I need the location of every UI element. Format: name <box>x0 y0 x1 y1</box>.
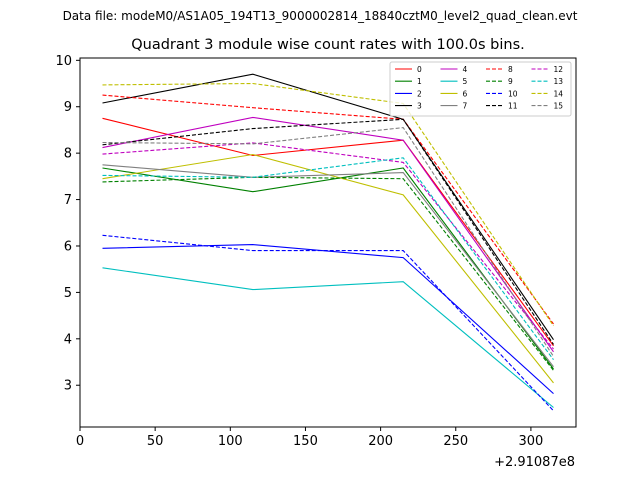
series-line-3 <box>102 73 554 341</box>
series-line-13 <box>102 157 554 361</box>
y-tick-label-10: 10 <box>55 54 72 69</box>
y-tick-label-4: 4 <box>64 332 72 347</box>
legend-label-7: 7 <box>463 102 468 111</box>
series-line-5 <box>102 267 554 408</box>
legend-label-4: 4 <box>463 65 468 74</box>
legend-label-6: 6 <box>463 89 468 98</box>
x-offset-label: +2.91087e8 <box>494 455 575 470</box>
legend-label-3: 3 <box>417 102 422 111</box>
legend-label-1: 1 <box>417 77 422 86</box>
series-line-8 <box>102 94 554 325</box>
y-tick-label-3: 3 <box>64 379 72 394</box>
legend-label-13: 13 <box>554 77 564 86</box>
legend-label-10: 10 <box>508 89 518 98</box>
plot-area: 0 50 100 150 200 250 3003456789100123456789101… <box>55 54 577 449</box>
series-line-9 <box>102 176 554 371</box>
legend-label-8: 8 <box>508 65 513 74</box>
y-tick-label-8: 8 <box>64 147 72 162</box>
legend-label-9: 9 <box>508 77 513 86</box>
series-line-10 <box>102 234 554 412</box>
series-line-4 <box>102 116 554 353</box>
x-tick-label-50: 50 <box>147 434 164 449</box>
legend-label-2: 2 <box>417 89 422 98</box>
axes-frame <box>79 57 577 428</box>
series-line-2 <box>102 244 554 395</box>
legend-label-15: 15 <box>554 102 564 111</box>
x-tick-label-100: 100 <box>218 434 243 449</box>
legend-label-14: 14 <box>554 89 564 98</box>
x-tick-label-250: 250 <box>443 434 468 449</box>
legend-label-5: 5 <box>463 77 468 86</box>
series-line-12 <box>102 142 554 350</box>
chart-suptitle: Data file: modeM0/AS1A05_194T13_90000028… <box>63 9 578 23</box>
legend-frame <box>389 61 572 117</box>
legend-label-12: 12 <box>554 65 564 74</box>
y-tick-label-7: 7 <box>64 193 72 208</box>
y-tick-label-6: 6 <box>64 239 72 254</box>
x-tick-label-200: 200 <box>368 434 393 449</box>
x-tick-label-300: 300 <box>518 434 543 449</box>
series-line-7 <box>102 164 554 368</box>
y-tick-label-5: 5 <box>64 286 72 301</box>
legend-label-11: 11 <box>508 102 518 111</box>
series-line-14 <box>102 82 554 327</box>
chart-title: Quadrant 3 module wise count rates with … <box>131 37 525 53</box>
series-line-15 <box>102 127 554 357</box>
legend-label-0: 0 <box>417 65 422 74</box>
x-tick-label-150: 150 <box>293 434 318 449</box>
x-tick-label-0: 0 <box>76 434 84 449</box>
y-tick-label-9: 9 <box>64 100 72 115</box>
series-line-11 <box>102 118 554 345</box>
